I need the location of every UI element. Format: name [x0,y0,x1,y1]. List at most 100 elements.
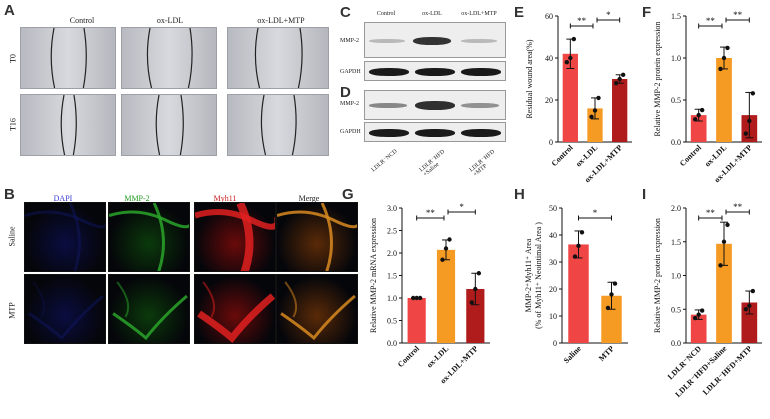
f-point [750,91,756,96]
f-point [696,112,701,118]
h-point [572,254,578,259]
i-point [696,312,701,317]
wound-col-oxldl-mtp: ox-LDL+MTP [257,16,305,25]
g-point [440,257,445,262]
fluor-col-dapi: DAPI [53,194,73,203]
i-point [718,263,723,268]
i-ytick-label: 1.0 [671,272,681,281]
e-ytick-label: 0 [549,138,553,147]
f-bar-1 [690,115,707,142]
wound-image-r2-c2 [121,94,217,156]
e-point [613,81,619,86]
h-ytick-label: 20 [549,285,557,294]
blot-c-row-mmp2: MMP-2 [340,38,360,44]
fluor-image-r2-c3 [194,274,276,344]
i-ytick-label: 0.5 [671,305,681,314]
e-point [620,72,626,78]
g-point [447,237,452,242]
g-ytick-label: 0.5 [387,317,397,326]
e-bar-3 [612,79,628,142]
blot-c-gapdh-lane [364,61,506,81]
fluor-image-r1-c4 [276,202,358,272]
h-ytick-label: 30 [549,258,557,267]
i-point [750,288,756,294]
f-point [699,107,705,113]
g-bar-2 [436,249,456,343]
i-category-label-3: LDLR⁻HFD+MTP [701,344,754,397]
fluor-col-merge: Merge [298,194,320,203]
h-ytick-label: 50 [549,204,557,213]
fluor-image-r1-c3 [194,202,276,272]
f-ytick-label: 0.0 [671,138,681,147]
g-sig-label: * [459,202,464,212]
i-sig-label: ** [706,208,716,218]
g-category-label-1: Control [396,344,422,370]
e-ylabel: Residual wound area(%) [525,39,534,118]
g-point [476,271,482,276]
h-category-label-2: MTP [597,344,616,363]
g-bar-1 [407,298,426,343]
e-point [571,36,577,42]
fluor-col-myh11: Myh11 [213,194,237,203]
h-ylabel: (% of Myh11⁺ Neointimal Area ) [534,222,543,329]
i-bar-1 [690,314,707,343]
g-ytick-label: 0.0 [387,339,397,348]
g-point [443,246,449,251]
h-ytick-label: 10 [549,312,557,321]
fluor-row-mtp: MTP [7,302,17,319]
e-point [568,55,573,61]
blot-d-column-labels: LDLR⁻NCD LDLR⁻HFD +Saline LDLR⁻HFD +MTP [368,146,508,186]
f-point [692,117,698,122]
i-point [743,307,749,312]
h-point [612,281,618,286]
panel-label-b: B [4,186,15,203]
fluor-image-r1-c2 [108,202,190,272]
wound-col-oxldl: ox-LDL [156,16,184,25]
fluor-image-r2-c1 [24,274,106,344]
i-ylabel: Relative MMP-2 protein expression [653,218,662,333]
panel-label-h: H [514,186,525,203]
blot-d-col-saline: LDLR⁻HFD +Saline [418,148,447,178]
h-point [605,305,611,311]
fluor-image-r2-c4 [276,274,358,344]
h-category-label-1: Saline [562,344,583,365]
e-point [592,108,598,113]
blot-c-mmp2-lane [364,22,506,58]
i-sig-label: ** [733,202,743,212]
wound-image-r2-c3 [227,94,329,156]
chart-h-mmp2-myh11-area: 0 10 20 30 40 50 MMP-2⁺Myh11⁺ Area (% of Myh11⁺… [524,204,628,365]
e-point [596,95,601,101]
blot-d-row-mmp2: MMP-2 [340,101,360,107]
g-ytick-label: 1.5 [387,272,397,281]
wound-image-r1-c3 [227,27,329,89]
e-point [589,114,594,120]
panel-label-f: F [642,4,652,21]
f-bar-2 [716,58,732,142]
panel-label-a: A [4,2,15,19]
i-point [721,239,727,244]
e-sig-label: * [606,10,611,20]
g-ytick-label: 2.0 [387,249,397,258]
i-ytick-label: 0.0 [671,339,681,348]
f-point [725,45,730,51]
g-point [469,300,475,305]
f-sig-label: ** [733,10,743,20]
h-sig-label: * [593,208,598,218]
blot-c-row-gapdh: GAPDH [340,69,361,75]
e-point [617,76,622,82]
h-point [609,292,614,297]
g-point [410,295,416,301]
g-point [473,286,478,292]
f-point [721,55,727,61]
blot-d-gapdh-lane [364,122,506,142]
g-ylabel: Relative MMP-2 mRNA expression [369,218,378,333]
chart-g-mmp2-mrna: 0.0 0.5 1.0 1.5 2.0 2.5 3.0 Relative MMP-2 mRNA… [369,202,490,385]
f-ytick-label: 0.5 [671,96,681,105]
i-point [747,303,752,309]
h-ytick-label: 0 [553,339,557,348]
h-point [576,243,581,248]
g-sig-label: ** [426,208,436,218]
e-ytick-label: 60 [545,12,553,21]
panel-label-c: C [340,4,351,21]
